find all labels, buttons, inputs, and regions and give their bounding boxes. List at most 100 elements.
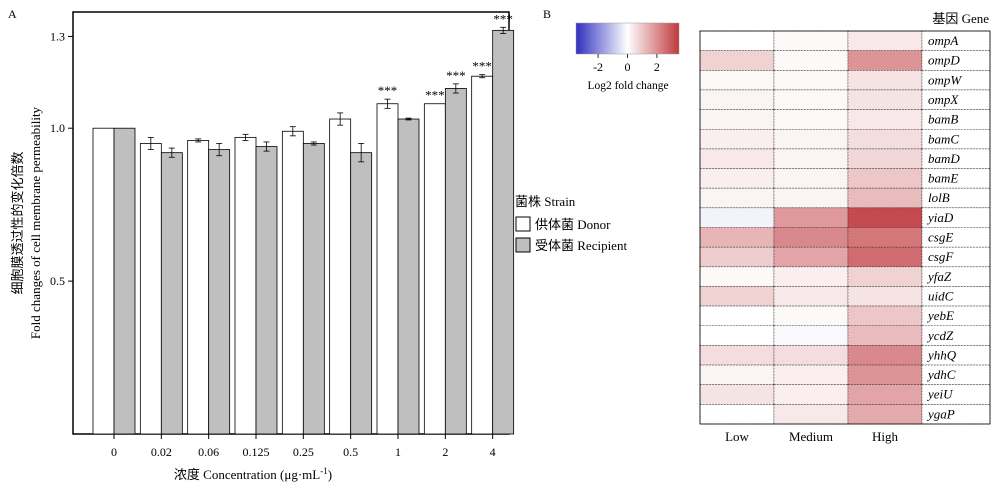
- panel-b-label: B: [543, 7, 551, 21]
- gene-cell: [921, 50, 991, 71]
- x-tick-label: 0.125: [243, 445, 270, 459]
- bar: [281, 130, 304, 435]
- heatmap-cell: [773, 168, 849, 189]
- gene-cell: [921, 364, 991, 385]
- gene-cell: [921, 384, 991, 405]
- gene-cell: [921, 148, 991, 169]
- gene-cell: [921, 404, 991, 425]
- heatmap-cell: [699, 70, 775, 91]
- heatmap-cell: [773, 404, 849, 425]
- bar-chart: 0.51.01.30 0.02 0.06 0.125 0.25 0.5 1 2 4*** ****…: [50, 11, 515, 459]
- gene-cell: [921, 187, 991, 209]
- heatmap-cell: [699, 148, 775, 169]
- gene-label: ompA: [928, 33, 958, 48]
- bar: [423, 103, 446, 435]
- colorbar-ticks: -2 0 2: [593, 54, 660, 74]
- gene-label: uidC: [928, 288, 954, 303]
- significance-label: ***: [425, 88, 445, 103]
- y-tick-label: 1.0: [50, 121, 65, 135]
- heatmap-cell: [773, 109, 849, 130]
- gene-label: ompD: [928, 53, 960, 68]
- heatmap-cell: [773, 266, 849, 287]
- y-tick-label: 1.3: [50, 29, 65, 43]
- bar: [376, 103, 399, 435]
- bar: [302, 143, 325, 435]
- bar: [444, 88, 467, 435]
- heatmap-cell: [699, 187, 775, 209]
- heatmap-cell: [773, 50, 849, 71]
- bar: [255, 146, 278, 435]
- gene-label: ompX: [928, 92, 959, 107]
- significance-label: ***: [378, 83, 398, 98]
- gene-label: yhhQ: [926, 347, 957, 362]
- heatmap-cell: [847, 305, 923, 327]
- heatmap-cell: [773, 286, 849, 307]
- heatmap-cell: [847, 128, 923, 150]
- gene-label: ydhC: [926, 367, 956, 382]
- heatmap-cell: [847, 286, 923, 307]
- x-tick-label: 1: [395, 445, 401, 459]
- gene-cell: [921, 305, 991, 327]
- heatmap-cell: [773, 187, 849, 209]
- bar: [92, 127, 115, 435]
- x-tick-label: 0.5: [343, 445, 358, 459]
- heatmap-cell: [699, 227, 775, 248]
- heatmap-cell: [699, 50, 775, 71]
- legend-swatch-recipient: [515, 237, 531, 253]
- heatmap: ompA ompD ompW ompX bamB bamC bamD bamE lolB yiaD…: [699, 30, 991, 444]
- heatmap-cell: [773, 227, 849, 248]
- y-tick-label: 0.5: [50, 274, 65, 288]
- significance-label: ***: [446, 68, 466, 83]
- gene-label: bamC: [928, 131, 959, 146]
- heatmap-cell: [699, 384, 775, 405]
- legend-swatch-donor: [515, 216, 531, 232]
- colorbar-title: Log2 fold change: [587, 80, 668, 92]
- gene-label: bamE: [928, 171, 958, 186]
- bar: [329, 118, 352, 435]
- column-label: High: [872, 429, 899, 444]
- heatmap-cell: [773, 364, 849, 385]
- heatmap-cell: [699, 325, 775, 346]
- bar: [208, 149, 231, 435]
- x-axis-title: 浓度 Concentration (μg·mL-1): [174, 466, 332, 482]
- legend-label-donor: 供体菌 Donor: [535, 217, 611, 232]
- heatmap-cell: [699, 30, 775, 51]
- gene-label: lolB: [928, 190, 950, 205]
- significance-label: ***: [472, 59, 492, 74]
- heatmap-cell: [699, 404, 775, 425]
- bar: [187, 140, 210, 435]
- gene-label: csgF: [928, 249, 954, 264]
- heatmap-cell: [847, 325, 923, 346]
- gene-label: bamB: [928, 112, 958, 127]
- heatmap-cell: [847, 89, 923, 110]
- legend-label-recipient: 受体菌 Recipient: [535, 238, 627, 253]
- heatmap-cell: [773, 30, 849, 51]
- column-label: Medium: [789, 429, 833, 444]
- heatmap-cell: [699, 345, 775, 366]
- colorbar-tick-label: 2: [654, 60, 660, 74]
- gene-cell: [921, 266, 991, 287]
- x-tick-label: 4: [490, 445, 496, 459]
- significance-label: ***: [493, 11, 513, 26]
- gene-header: 基因 Gene: [932, 11, 989, 26]
- heatmap-cell: [699, 168, 775, 189]
- colorbar-tick-label: 0: [625, 60, 631, 74]
- heatmap-cell: [773, 246, 849, 268]
- heatmap-cell: [847, 109, 923, 130]
- gene-cell: [921, 128, 991, 150]
- heatmap-frame: [699, 30, 991, 425]
- heatmap-cell: [699, 266, 775, 287]
- heatmap-cell: [699, 89, 775, 110]
- x-tick-label: 0.06: [198, 445, 219, 459]
- bar: [113, 127, 136, 435]
- heatmap-cell: [773, 207, 849, 228]
- x-tick-label: 0: [111, 445, 117, 459]
- heatmap-cell: [847, 207, 923, 228]
- gene-label: ygaP: [926, 406, 955, 421]
- heatmap-cell: [773, 128, 849, 150]
- gene-label: yeiU: [926, 387, 954, 402]
- heatmap-cell: [847, 246, 923, 268]
- gene-cell: [921, 286, 991, 307]
- heatmap-cell: [699, 305, 775, 327]
